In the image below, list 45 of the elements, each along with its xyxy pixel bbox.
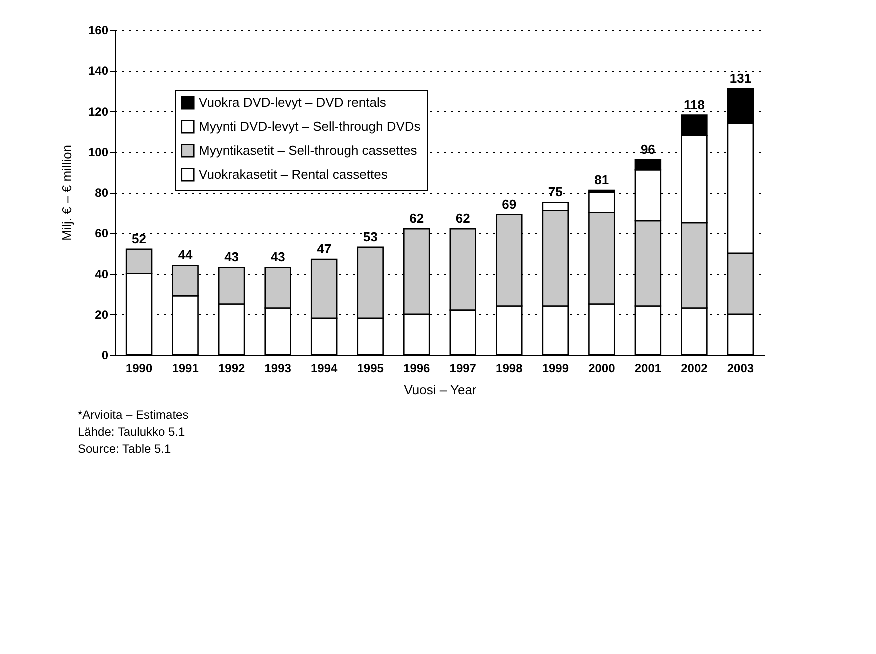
legend-label: Vuokra DVD-levyt – DVD rentals (199, 95, 387, 110)
y-tick-label: 160 (88, 24, 109, 38)
text: *Arvioita – Estimates (78, 407, 190, 424)
y-tick-label: 120 (88, 104, 109, 119)
total-label: 43 (270, 250, 286, 265)
x-tick-label: 1998 (496, 362, 524, 376)
y-tick-label: 100 (88, 145, 109, 160)
total-label: 43 (224, 250, 240, 265)
x-tick-label: 1992 (218, 362, 246, 376)
x-tick-label: 1990 (126, 362, 153, 376)
total-label: 131 (730, 70, 752, 86)
total-label: 44 (178, 248, 194, 263)
x-tick-label: 2000 (588, 362, 616, 376)
x-tick-label: 2003 (727, 362, 754, 376)
y-tick-label: 60 (95, 226, 109, 241)
x-tick-label: 2002 (681, 362, 708, 376)
total-label: 81 (594, 172, 610, 188)
total-label: 118 (684, 97, 705, 112)
y-tick-label: 80 (95, 186, 109, 200)
y-tick-label: 20 (95, 308, 109, 322)
x-axis-title: Vuosi – Year (404, 382, 478, 398)
x-tick-label: 1993 (264, 362, 292, 376)
y-tick-label: 140 (88, 64, 109, 78)
legend-label: Vuokrakasetit – Rental cassettes (199, 167, 388, 182)
legend-label: Myynti DVD-levyt – Sell-through DVDs (199, 119, 422, 134)
x-tick-label: 1996 (404, 362, 431, 376)
total-label: 62 (456, 211, 470, 226)
total-label: 62 (410, 211, 424, 226)
total-label: 75 (548, 184, 563, 200)
total-label: 47 (317, 242, 332, 257)
x-tick-label: 1994 (310, 362, 338, 376)
x-tick-label: 1999 (542, 362, 570, 376)
y-axis-title: Milj. € – € million (59, 144, 74, 242)
x-tick-label: 2001 (634, 362, 662, 376)
x-tick-label: 1997 (450, 362, 477, 376)
total-label: 96 (640, 142, 656, 157)
text: Lähde: Taulukko 5.1 (78, 424, 186, 441)
x-tick-label: 1995 (357, 362, 384, 376)
source-note: Source: Table 5.1 (78, 441, 172, 458)
total-label: 69 (502, 196, 517, 212)
total-label: 52 (132, 231, 147, 246)
x-tick-label: 1991 (172, 362, 200, 376)
legend-label: Myyntikasetit – Sell-through cassettes (199, 143, 418, 158)
y-tick-label: 40 (95, 267, 109, 282)
y-tick-label: 0 (102, 348, 109, 362)
